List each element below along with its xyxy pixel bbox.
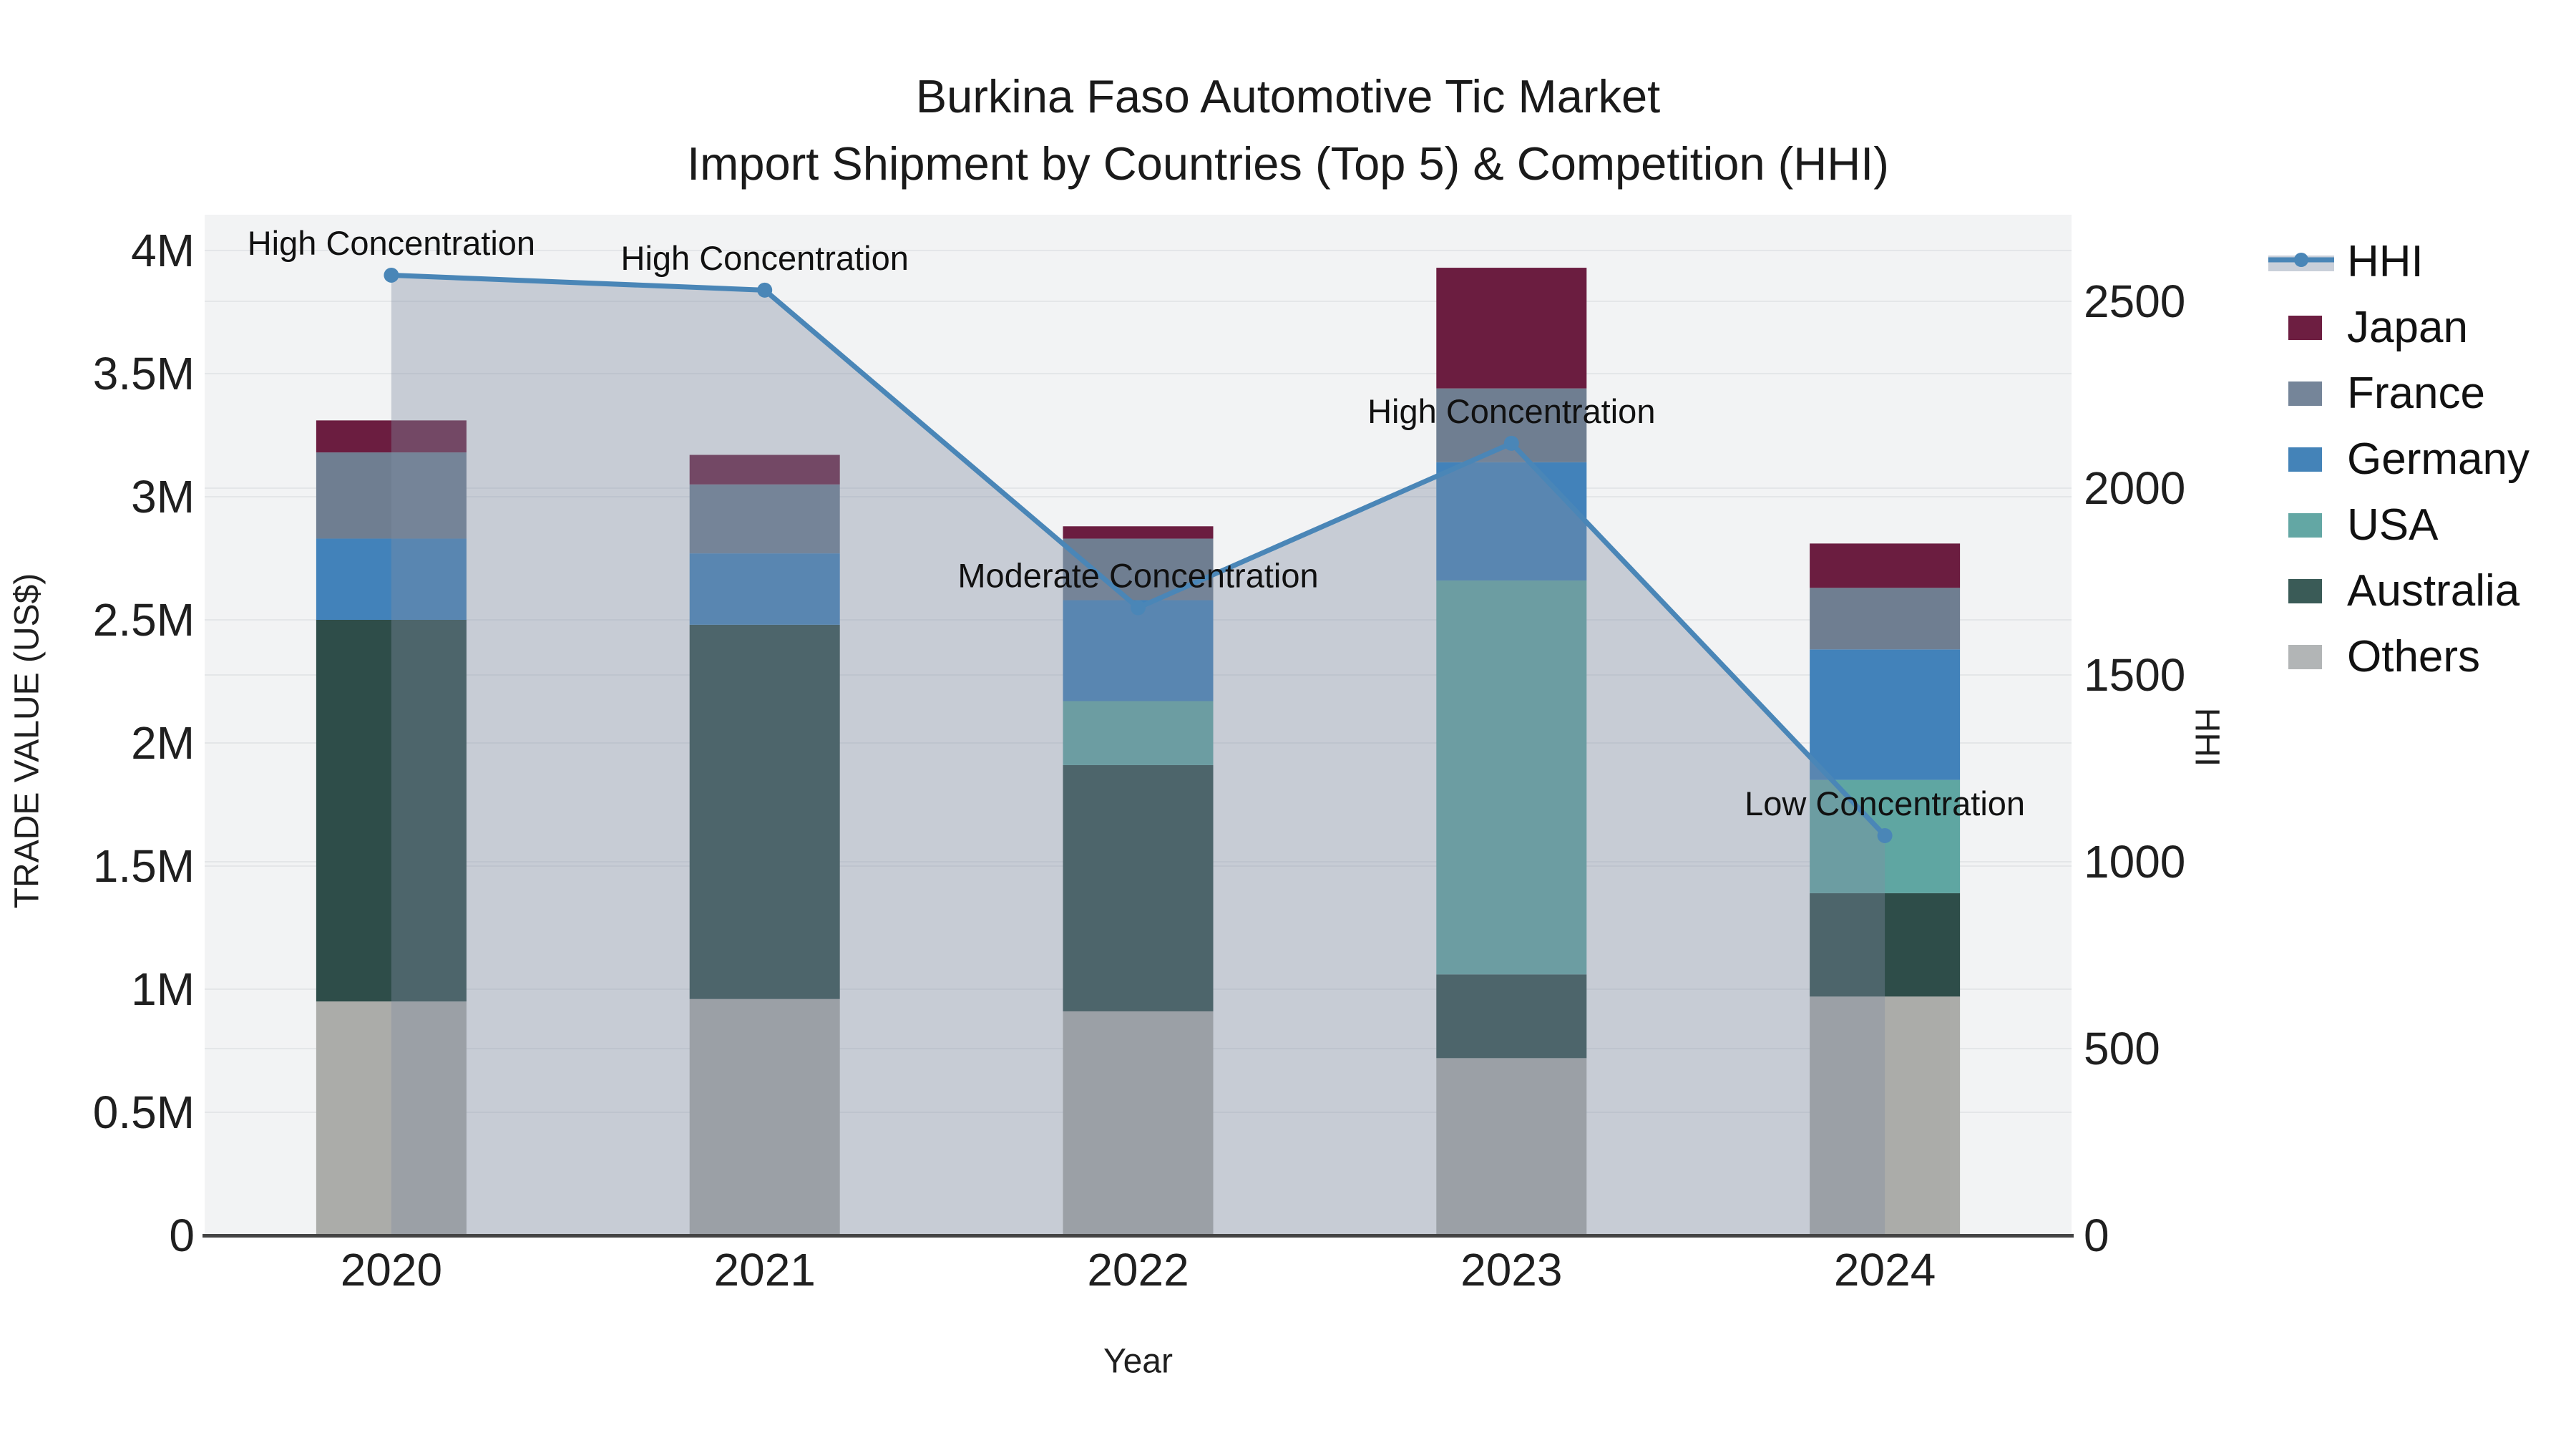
bar-segment-Germany-2023[interactable] bbox=[1436, 462, 1587, 580]
bar-segment-France-2021[interactable] bbox=[689, 484, 840, 554]
bar-segment-USA-2022[interactable] bbox=[1063, 701, 1214, 765]
x-axis-title: Year bbox=[1103, 1343, 1173, 1381]
hhi-legend-glyph-icon bbox=[2268, 253, 2334, 271]
x-tick-label-2020: 2020 bbox=[341, 1244, 442, 1296]
legend-swatch-France bbox=[2288, 382, 2322, 406]
bar-segment-France-2024[interactable] bbox=[1810, 588, 1961, 650]
bar-segment-USA-2023[interactable] bbox=[1436, 580, 1587, 975]
y-left-tick-label: 3.5M bbox=[93, 348, 195, 399]
bar-segment-Japan-2023[interactable] bbox=[1436, 268, 1587, 389]
bar-segment-Australia-2023[interactable] bbox=[1436, 974, 1587, 1059]
annotation-2024: Low Concentration bbox=[1745, 784, 2025, 822]
y-left-tick-label: 2.5M bbox=[93, 594, 195, 646]
bar-segment-Japan-2022[interactable] bbox=[1063, 526, 1214, 539]
x-tick-label-2023: 2023 bbox=[1460, 1244, 1562, 1296]
bar-segment-Australia-2020[interactable] bbox=[316, 620, 467, 1002]
legend-swatch-Australia bbox=[2288, 579, 2322, 603]
legend-item-Australia[interactable]: Australia bbox=[2268, 558, 2519, 624]
bar-segment-Australia-2024[interactable] bbox=[1810, 893, 1961, 997]
legend-label-USA: USA bbox=[2347, 500, 2439, 550]
y-right-tick-label: 500 bbox=[2084, 1023, 2160, 1074]
legend-label-France: France bbox=[2347, 369, 2485, 418]
legend-label-Japan: Japan bbox=[2347, 303, 2468, 352]
y-left-tick-label: 1M bbox=[131, 963, 195, 1015]
x-tick-label-2024: 2024 bbox=[1834, 1244, 1936, 1296]
bar-segment-Germany-2024[interactable] bbox=[1810, 649, 1961, 780]
y-right-tick-label: 1500 bbox=[2084, 649, 2185, 701]
legend-swatch-Japan bbox=[2288, 316, 2322, 340]
bar-segment-Others-2022[interactable] bbox=[1063, 1011, 1214, 1235]
x-tick-label-2021: 2021 bbox=[714, 1244, 816, 1296]
hhi-area-fill bbox=[391, 275, 1885, 1236]
hhi-marker-2021[interactable] bbox=[757, 282, 773, 298]
legend-label-HHI: HHI bbox=[2347, 237, 2424, 286]
y-left-tick-label: 0.5M bbox=[93, 1087, 195, 1138]
chart-title-line1: Burkina Faso Automotive Tic Market bbox=[915, 70, 1661, 122]
annotation-2023: High Concentration bbox=[1367, 392, 1655, 430]
y-left-tick-label: 2M bbox=[131, 717, 195, 769]
legend-label-Others: Others bbox=[2347, 632, 2481, 681]
legend-swatch-USA bbox=[2288, 513, 2322, 538]
annotation-2022: Moderate Concentration bbox=[957, 557, 1318, 595]
annotation-2020: High Concentration bbox=[248, 224, 535, 262]
bar-segment-Australia-2021[interactable] bbox=[689, 624, 840, 999]
y-left-axis-title: TRADE VALUE (US$) bbox=[9, 573, 47, 909]
legend-label-Germany: Germany bbox=[2347, 434, 2529, 484]
annotation-2021: High Concentration bbox=[621, 239, 909, 277]
y-left-tick-label: 4M bbox=[131, 225, 195, 276]
legend-item-HHI[interactable]: HHI bbox=[2268, 229, 2424, 295]
chart-title: Burkina Faso Automotive Tic Market Impor… bbox=[0, 63, 2576, 198]
hhi-marker-2024[interactable] bbox=[1877, 827, 1893, 843]
y-left-tick-label: 1.5M bbox=[93, 840, 195, 892]
x-axis-line bbox=[203, 1234, 2074, 1238]
y-right-tick-label: 2000 bbox=[2084, 462, 2185, 514]
bar-segment-Others-2021[interactable] bbox=[689, 998, 840, 1235]
hhi-marker-2022[interactable] bbox=[1131, 600, 1146, 616]
y-right-tick-label: 0 bbox=[2084, 1210, 2109, 1261]
legend-item-USA[interactable]: USA bbox=[2268, 492, 2438, 558]
legend-label-Australia: Australia bbox=[2347, 566, 2520, 616]
legend-swatch-Germany bbox=[2288, 447, 2322, 472]
bar-segment-Germany-2022[interactable] bbox=[1063, 600, 1214, 701]
legend-swatch-Others bbox=[2288, 645, 2322, 669]
chart-title-line2: Import Shipment by Countries (Top 5) & C… bbox=[687, 137, 1889, 190]
bar-segment-Japan-2021[interactable] bbox=[689, 455, 840, 485]
bar-segment-Others-2024[interactable] bbox=[1810, 996, 1961, 1235]
hhi-marker-2023[interactable] bbox=[1503, 435, 1519, 451]
bar-segment-Australia-2022[interactable] bbox=[1063, 764, 1214, 1011]
bar-segment-Japan-2020[interactable] bbox=[316, 420, 467, 453]
y-left-tick-label: 3M bbox=[131, 471, 195, 523]
y-right-tick-label: 1000 bbox=[2084, 836, 2185, 888]
bar-segment-Japan-2024[interactable] bbox=[1810, 543, 1961, 588]
y-left-tick-label: 0 bbox=[169, 1210, 195, 1261]
y-right-tick-label: 2500 bbox=[2084, 276, 2185, 327]
x-tick-label-2022: 2022 bbox=[1087, 1244, 1189, 1296]
bar-segment-Germany-2020[interactable] bbox=[316, 538, 467, 620]
legend-item-Japan[interactable]: Japan bbox=[2268, 295, 2468, 361]
y-right-axis-title: HHI bbox=[2188, 708, 2226, 767]
hhi-marker-2020[interactable] bbox=[384, 267, 399, 283]
bar-segment-Germany-2021[interactable] bbox=[689, 553, 840, 625]
bar-segment-Others-2020[interactable] bbox=[316, 1001, 467, 1235]
legend-item-Germany[interactable]: Germany bbox=[2268, 427, 2529, 492]
bar-segment-Others-2023[interactable] bbox=[1436, 1058, 1587, 1235]
bar-segment-France-2020[interactable] bbox=[316, 452, 467, 539]
legend-item-Others[interactable]: Others bbox=[2268, 624, 2480, 690]
bar-segment-France-2022[interactable] bbox=[1063, 538, 1214, 601]
legend-item-France[interactable]: France bbox=[2268, 361, 2485, 427]
